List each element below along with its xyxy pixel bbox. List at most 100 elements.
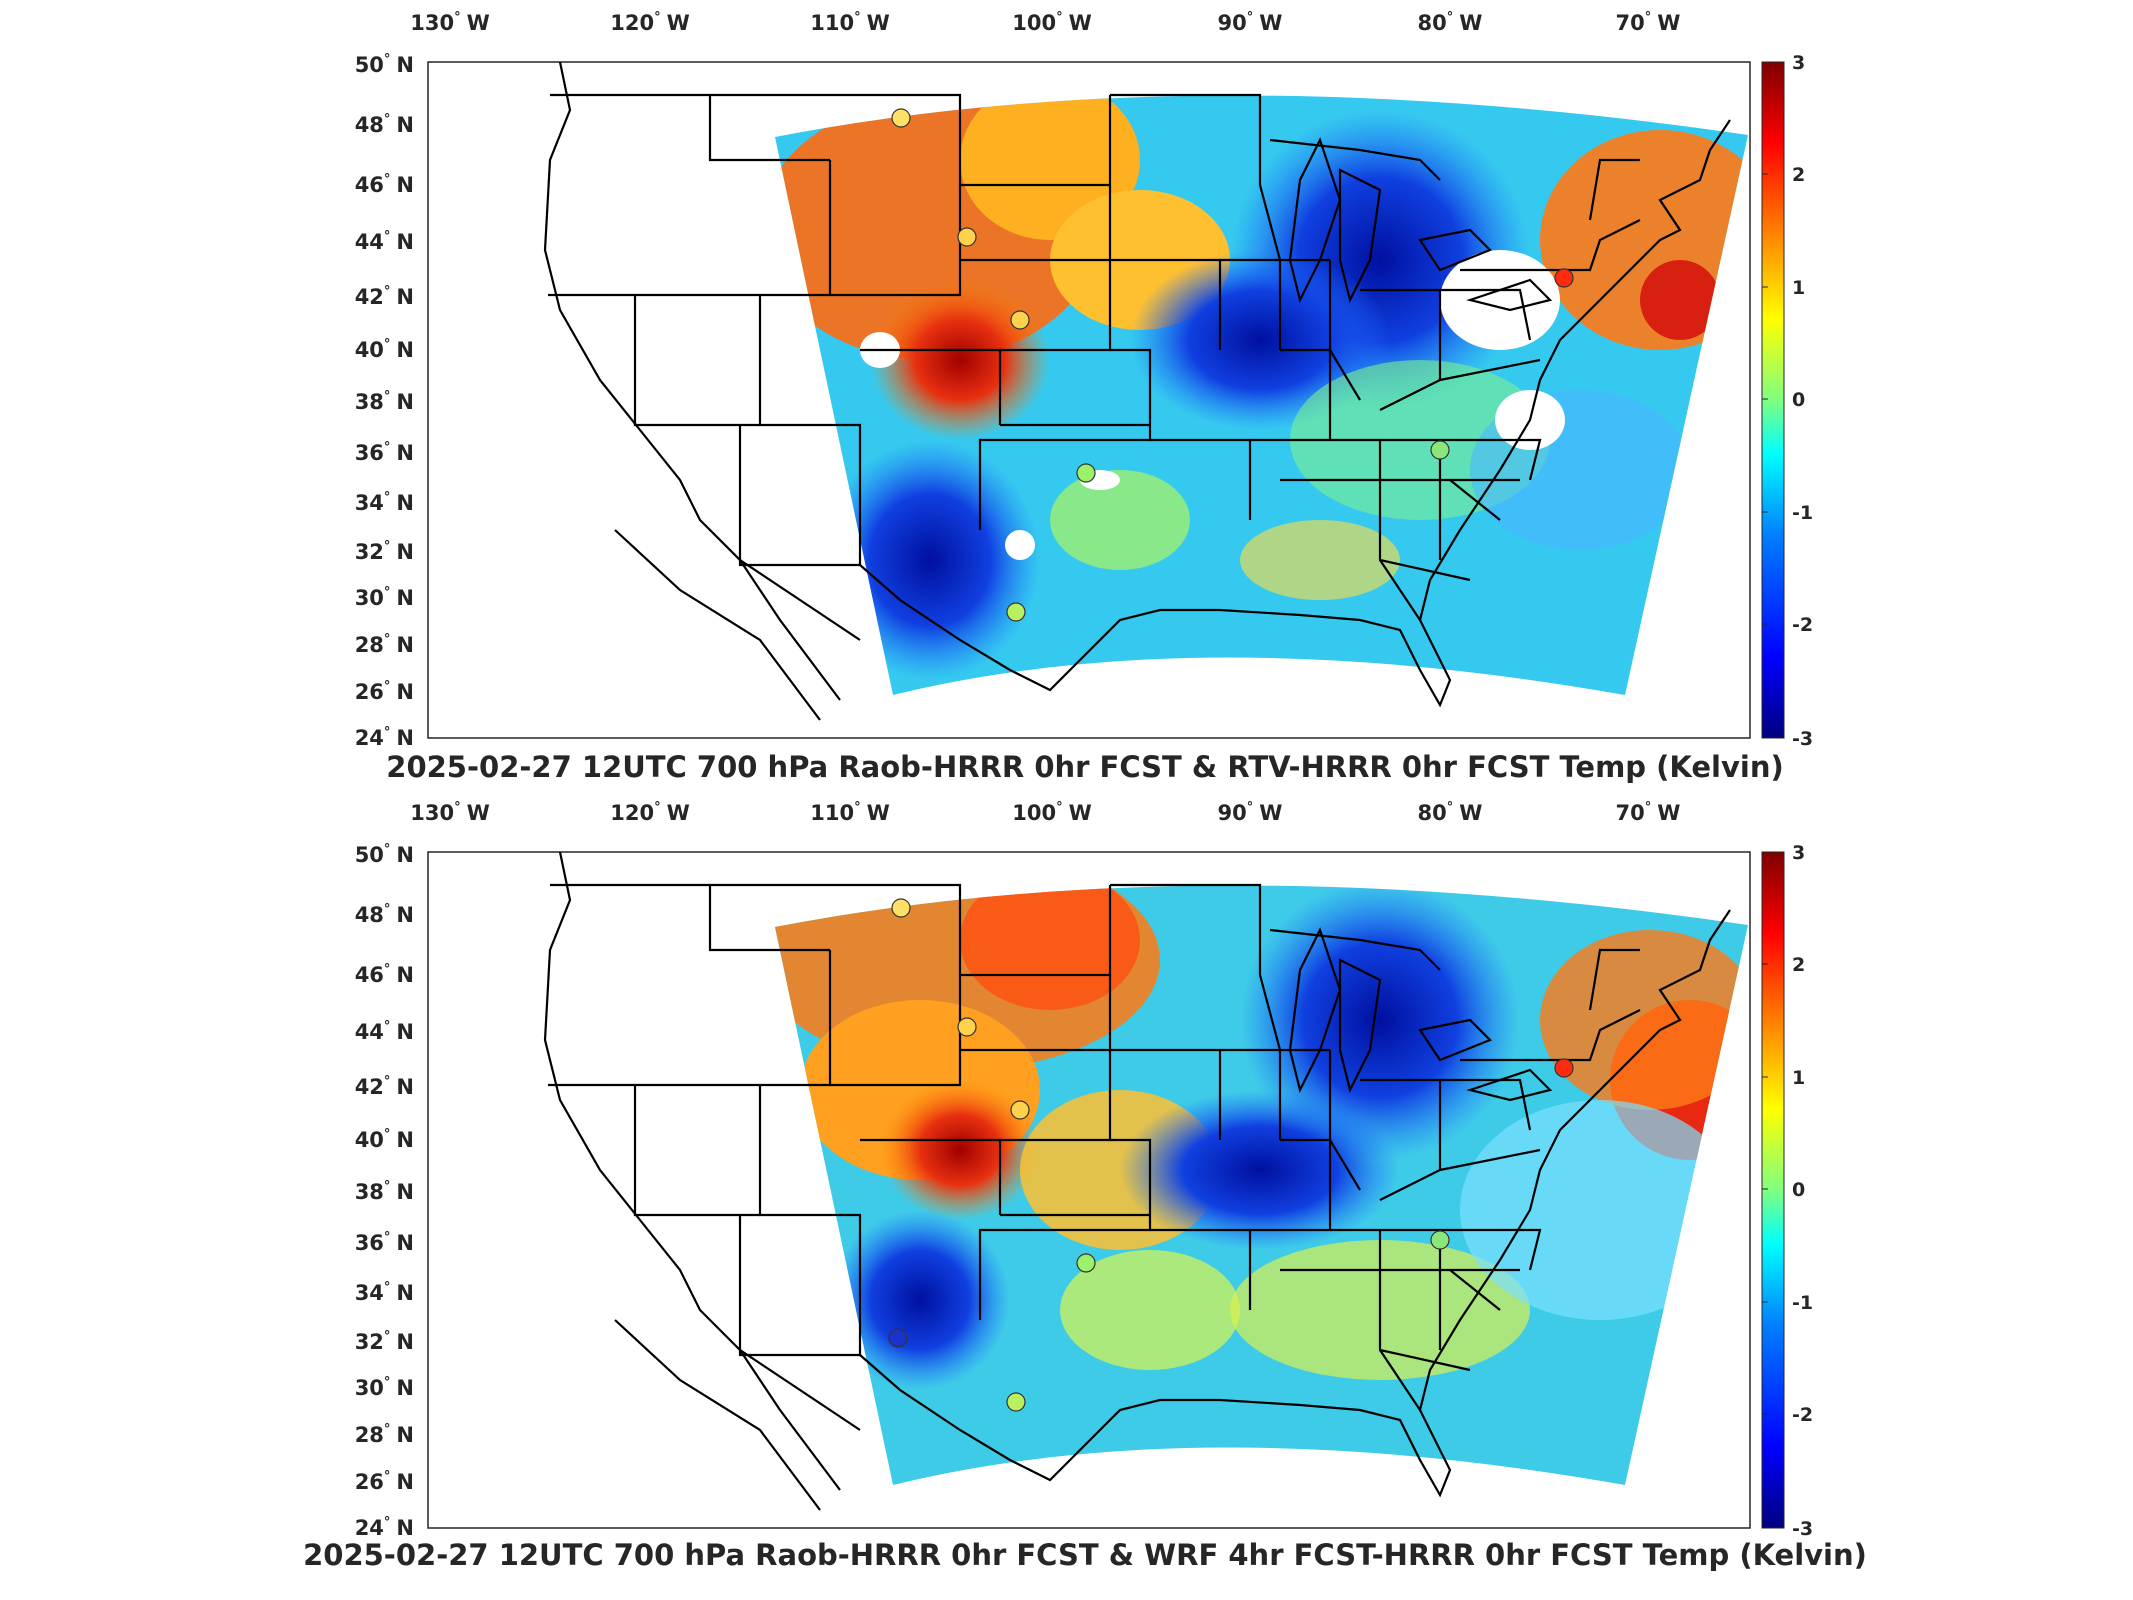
latitude-tick-label: 34° N bbox=[355, 490, 414, 515]
colorbar bbox=[1761, 851, 1785, 1529]
latitude-axis: 50° N 48° N 46° N 44° N 42° N 40° N 38° N 36° N 34° N 32° N… bbox=[355, 52, 414, 750]
latitude-tick-label: 44° N bbox=[355, 1019, 414, 1044]
longitude-axis: 130° W 120° W 110° W 100° W 90° W 80° W 70° W bbox=[410, 800, 1680, 825]
map-panel-bottom: 130° W 120° W 110° W 100° W 90° W 80° W 70° W 50° N 48°… bbox=[0, 790, 2133, 1590]
latitude-tick-label: 32° N bbox=[355, 1329, 414, 1354]
latitude-tick-label: 30° N bbox=[355, 1375, 414, 1400]
latitude-tick-label: 40° N bbox=[355, 1127, 414, 1152]
panel-title: 2025-02-27 12UTC 700 hPa Raob-HRRR 0hr F… bbox=[303, 1538, 1867, 1572]
longitude-degrees: 80 bbox=[1418, 801, 1447, 825]
longitude-degrees: 90 bbox=[1218, 801, 1247, 825]
longitude-degrees: 120 bbox=[610, 11, 654, 35]
colorbar bbox=[1761, 61, 1785, 739]
latitude-axis: 50° N 48° N 46° N 44° N 42° N 40° N 38° N 36° N 34° N 32° N… bbox=[355, 842, 414, 1540]
raob-stations bbox=[891, 108, 1574, 622]
longitude-degrees: 90 bbox=[1218, 11, 1247, 35]
station-marker-w-south-dakota bbox=[957, 227, 977, 247]
station-marker-new-york bbox=[1554, 268, 1574, 288]
map-figure-bottom: 130° W 120° W 110° W 100° W 90° W 80° W 70° W 50° N 48°… bbox=[303, 800, 1867, 1572]
map-figure-top: 130° W 120° W 110° W 100° W 90° W 80° W 70° W 50° N 48°… bbox=[355, 10, 1813, 784]
latitude-tick-label: 42° N bbox=[355, 284, 414, 309]
station-marker-w-texas bbox=[888, 1328, 908, 1348]
latitude-tick-label: 32° N bbox=[355, 539, 414, 564]
longitude-degrees: 110 bbox=[810, 11, 854, 35]
station-marker-n-carolina bbox=[1430, 1230, 1450, 1250]
coastlines bbox=[543, 61, 1731, 721]
station-marker-oklahoma bbox=[1076, 1253, 1096, 1273]
station-marker-nw-montana bbox=[891, 108, 911, 128]
longitude-tick-label: 100° W bbox=[1012, 800, 1092, 825]
latitude-tick-label: 38° N bbox=[355, 389, 414, 414]
station-marker-n-carolina bbox=[1430, 440, 1450, 460]
latitude-tick-label: 50° N bbox=[355, 52, 414, 77]
station-marker-w-south-dakota bbox=[957, 1017, 977, 1037]
longitude-tick-label: 80° W bbox=[1418, 10, 1483, 35]
colorbar-tick-label: 0 bbox=[1792, 1179, 1805, 1201]
colorbar-tick-label: -3 bbox=[1792, 728, 1813, 750]
latitude-tick-label: 48° N bbox=[355, 902, 414, 927]
latitude-tick-label: 46° N bbox=[355, 962, 414, 987]
colorbar-tick-label: -3 bbox=[1792, 1518, 1813, 1540]
longitude-tick-label: 120° W bbox=[610, 800, 690, 825]
longitude-degrees: 100 bbox=[1012, 11, 1056, 35]
latitude-tick-label: 26° N bbox=[355, 679, 414, 704]
latitude-tick-label: 46° N bbox=[355, 172, 414, 197]
colorbar-tick-label: 2 bbox=[1792, 164, 1805, 186]
longitude-tick-label: 90° W bbox=[1218, 800, 1283, 825]
longitude-tick-label: 80° W bbox=[1418, 800, 1483, 825]
latitude-tick-label: 34° N bbox=[355, 1280, 414, 1305]
longitude-tick-label: 90° W bbox=[1218, 10, 1283, 35]
latitude-tick-label: 24° N bbox=[355, 1515, 414, 1540]
latitude-tick-label: 42° N bbox=[355, 1074, 414, 1099]
latitude-tick-label: 30° N bbox=[355, 585, 414, 610]
colorbar-tick-label: -1 bbox=[1792, 502, 1813, 524]
coastlines bbox=[543, 851, 1731, 1511]
map-panel-top: 130° W 120° W 110° W 100° W 90° W 80° W 70° W 50° N 48°… bbox=[355, 10, 1813, 784]
station-marker-nw-kansas bbox=[1010, 310, 1030, 330]
panel-title: 2025-02-27 12UTC 700 hPa Raob-HRRR 0hr F… bbox=[386, 750, 1783, 784]
longitude-tick-label: 110° W bbox=[810, 800, 890, 825]
colorbar-ticks: 3 2 1 0 -1 -2 -3 bbox=[1762, 842, 1813, 1540]
longitude-tick-label: 100° W bbox=[1012, 10, 1092, 35]
longitude-degrees: 130 bbox=[410, 11, 454, 35]
longitude-degrees: 70 bbox=[1616, 11, 1645, 35]
station-marker-oklahoma bbox=[1076, 463, 1096, 483]
station-marker-new-york bbox=[1554, 1058, 1574, 1078]
longitude-degrees: 70 bbox=[1616, 801, 1645, 825]
station-marker-s-texas bbox=[1006, 602, 1026, 622]
colorbar-ticks: 3 2 1 0 -1 -2 -3 bbox=[1762, 52, 1813, 750]
temperature-field bbox=[775, 885, 1748, 1485]
station-marker-nw-montana bbox=[891, 898, 911, 918]
latitude-tick-label: 50° N bbox=[355, 842, 414, 867]
latitude-tick-label: 38° N bbox=[355, 1179, 414, 1204]
station-marker-nw-kansas bbox=[1010, 1100, 1030, 1120]
longitude-degrees: 80 bbox=[1418, 11, 1447, 35]
longitude-tick-label: 130° W bbox=[410, 800, 490, 825]
longitude-tick-label: 110° W bbox=[810, 10, 890, 35]
colorbar-tick-label: -2 bbox=[1792, 1404, 1813, 1426]
latitude-tick-label: 48° N bbox=[355, 112, 414, 137]
latitude-tick-label: 24° N bbox=[355, 725, 414, 750]
longitude-tick-label: 120° W bbox=[610, 10, 690, 35]
longitude-tick-label: 130° W bbox=[410, 10, 490, 35]
longitude-degrees: 120 bbox=[610, 801, 654, 825]
longitude-degrees: 130 bbox=[410, 801, 454, 825]
colorbar-tick-label: 3 bbox=[1792, 52, 1805, 74]
latitude-tick-label: 36° N bbox=[355, 1230, 414, 1255]
colorbar-tick-label: 2 bbox=[1792, 954, 1805, 976]
latitude-tick-label: 28° N bbox=[355, 1422, 414, 1447]
latitude-tick-label: 40° N bbox=[355, 337, 414, 362]
longitude-tick-label: 70° W bbox=[1616, 10, 1681, 35]
latitude-tick-label: 28° N bbox=[355, 632, 414, 657]
colorbar-tick-label: -1 bbox=[1792, 1292, 1813, 1314]
state-boundaries bbox=[548, 93, 1641, 621]
latitude-tick-label: 26° N bbox=[355, 1469, 414, 1494]
longitude-degrees: 100 bbox=[1012, 801, 1056, 825]
latitude-tick-label: 44° N bbox=[355, 229, 414, 254]
latitude-tick-label: 36° N bbox=[355, 440, 414, 465]
longitude-axis: 130° W 120° W 110° W 100° W 90° W 80° W 70° W bbox=[410, 10, 1680, 35]
temperature-field bbox=[775, 95, 1748, 695]
colorbar-tick-label: -2 bbox=[1792, 614, 1813, 636]
longitude-tick-label: 70° W bbox=[1616, 800, 1681, 825]
colorbar-tick-label: 3 bbox=[1792, 842, 1805, 864]
